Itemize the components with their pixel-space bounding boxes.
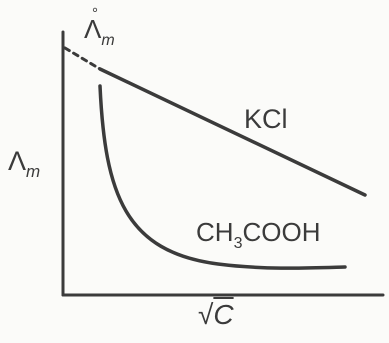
kcl-extrapolation-dashed-line xyxy=(63,46,102,71)
lambda-symbol: Λ xyxy=(8,146,27,176)
lambda-m-infinity-label: Λ ° m xyxy=(84,6,115,49)
ch-text: CH xyxy=(196,217,234,247)
c-symbol: C xyxy=(213,299,234,330)
ch3cooh-curve xyxy=(98,84,347,270)
x-axis-label: √C xyxy=(198,301,234,329)
kcl-label: KCl xyxy=(244,104,288,134)
cooh-text: COOH xyxy=(242,217,321,247)
kcl-line xyxy=(98,67,367,197)
ch3cooh-label: CH3COOH xyxy=(196,217,321,252)
square-root-icon: √ xyxy=(198,299,214,330)
subscript-m: m xyxy=(26,162,41,181)
subscript-3: 3 xyxy=(233,235,243,252)
degree-symbol: ° xyxy=(92,5,98,22)
subscript-m: m xyxy=(101,32,115,49)
y-axis-label: Λm xyxy=(8,146,40,181)
lambda-symbol: Λ xyxy=(84,14,102,44)
